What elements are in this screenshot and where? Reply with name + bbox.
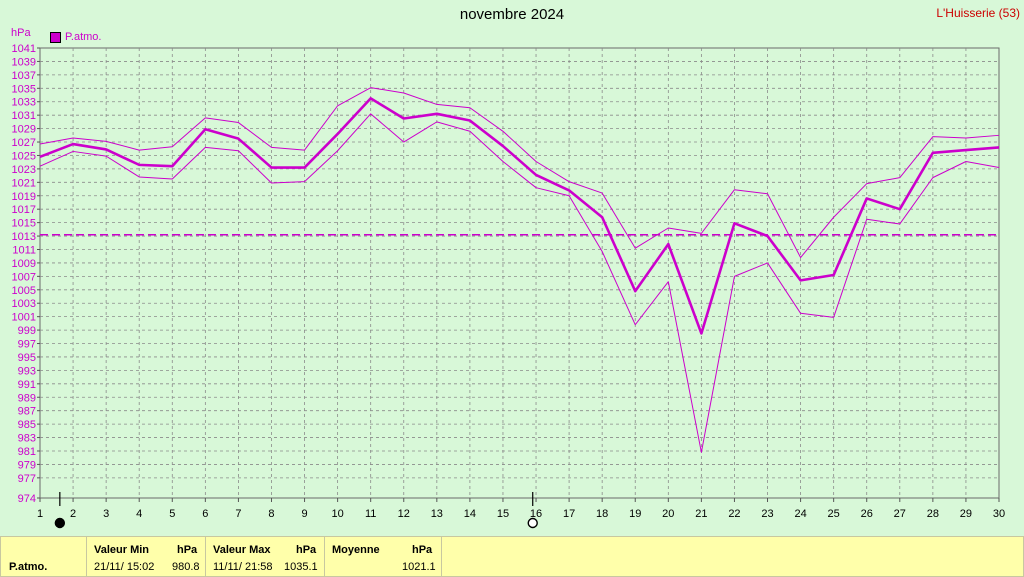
legend-label: P.atmo. xyxy=(65,31,102,43)
x-tick-label: 5 xyxy=(169,508,175,520)
stats-mean-cell: Moyenne hPa 1021.1 xyxy=(325,537,442,576)
series-line-max xyxy=(39,87,1000,259)
stats-series-name: P.atmo. xyxy=(9,561,48,573)
y-tick-label: 983 xyxy=(18,433,36,445)
x-tick-label: 20 xyxy=(662,508,674,520)
x-tick-label: 15 xyxy=(497,508,509,520)
x-tick-label: 26 xyxy=(861,508,873,520)
x-tick-label: 19 xyxy=(629,508,641,520)
y-tick-label: 1015 xyxy=(12,218,36,230)
chart-title: novembre 2024 xyxy=(459,6,565,23)
x-tick-label: 29 xyxy=(960,508,972,520)
x-tick-label: 1 xyxy=(37,508,43,520)
y-tick-label: 1009 xyxy=(12,258,36,270)
x-tick-label: 24 xyxy=(794,508,806,520)
y-tick-label: 1005 xyxy=(12,285,36,297)
x-tick-label: 27 xyxy=(894,508,906,520)
y-tick-label: 1003 xyxy=(12,298,36,310)
stats-min-cell: Valeur Min hPa 21/11/ 15:02 980.8 xyxy=(87,537,206,576)
y-axis-unit: hPa xyxy=(11,27,31,39)
stats-min-value: 980.8 xyxy=(172,561,200,573)
x-tick-label: 14 xyxy=(464,508,476,520)
station-name: L'Huisserie (53) xyxy=(936,6,1020,20)
stats-min-header: Valeur Min xyxy=(94,544,150,556)
x-tick-label: 22 xyxy=(728,508,740,520)
y-tick-label: 985 xyxy=(18,419,36,431)
stats-mean-value: 1021.1 xyxy=(402,561,436,573)
stats-panel: P.atmo. Valeur Min hPa 21/11/ 15:02 980.… xyxy=(0,536,1024,577)
x-tick-label: 4 xyxy=(136,508,142,520)
x-tick-label: 16 xyxy=(530,508,542,520)
stats-max-unit: hPa xyxy=(296,544,317,556)
x-tick-label: 3 xyxy=(103,508,109,520)
x-tick-label: 30 xyxy=(993,508,1005,520)
x-tick-label: 12 xyxy=(398,508,410,520)
stats-max-cell: Valeur Max hPa 11/11/ 21:58 1035.1 xyxy=(206,537,325,576)
y-tick-label: 1011 xyxy=(12,244,36,256)
x-tick-label: 11 xyxy=(365,508,376,520)
y-tick-label: 1007 xyxy=(12,271,36,283)
series-line-mean xyxy=(39,97,1000,335)
y-tick-label: 1027 xyxy=(12,137,36,149)
x-tick-label: 21 xyxy=(695,508,707,520)
stats-series-cell: P.atmo. xyxy=(1,537,87,576)
y-tick-label: 1017 xyxy=(12,204,36,216)
stats-min-date: 21/11/ 15:02 xyxy=(94,561,155,573)
y-tick-label: 1019 xyxy=(12,191,36,203)
x-tick-label: 6 xyxy=(202,508,208,520)
stats-max-date: 11/11/ 21:58 xyxy=(213,561,273,573)
y-tick-label: 1037 xyxy=(12,70,36,82)
series-line-min xyxy=(39,113,1000,453)
y-tick-label: 1001 xyxy=(12,312,36,324)
y-tick-label: 1013 xyxy=(12,231,36,243)
y-tick-label: 999 xyxy=(18,325,36,337)
pressure-chart: 9749779799819839859879899919939959979991… xyxy=(12,43,1005,529)
y-tick-label: 1029 xyxy=(12,124,36,136)
y-tick-label: 974 xyxy=(18,493,36,505)
stats-min-unit: hPa xyxy=(177,544,198,556)
y-tick-label: 1031 xyxy=(12,110,36,122)
x-tick-label: 7 xyxy=(235,508,241,520)
new-moon-icon xyxy=(54,517,66,529)
stats-mean-unit: hPa xyxy=(412,544,433,556)
full-moon-icon xyxy=(527,517,538,529)
x-tick-label: 28 xyxy=(927,508,939,520)
y-tick-label: 981 xyxy=(18,446,36,458)
y-tick-label: 1035 xyxy=(12,83,36,95)
x-tick-label: 13 xyxy=(431,508,443,520)
y-tick-label: 1033 xyxy=(12,97,36,109)
y-tick-label: 991 xyxy=(18,379,36,391)
y-tick-label: 1025 xyxy=(12,150,36,162)
x-tick-label: 23 xyxy=(761,508,773,520)
x-tick-label: 18 xyxy=(596,508,608,520)
y-tick-label: 1021 xyxy=(12,177,36,189)
y-tick-label: 979 xyxy=(18,459,36,471)
x-tick-label: 2 xyxy=(70,508,76,520)
y-tick-label: 989 xyxy=(18,392,36,404)
y-tick-label: 993 xyxy=(18,365,36,377)
x-tick-label: 10 xyxy=(331,508,343,520)
plot-frame xyxy=(39,47,1000,499)
x-tick-label: 25 xyxy=(828,508,840,520)
y-tick-label: 987 xyxy=(18,406,36,418)
y-tick-label: 1039 xyxy=(12,56,36,68)
stats-max-value: 1035.1 xyxy=(284,561,318,573)
legend: P.atmo. xyxy=(50,31,102,43)
x-tick-label: 9 xyxy=(301,508,307,520)
x-tick-label: 17 xyxy=(563,508,575,520)
stats-mean-header: Moyenne xyxy=(332,544,380,556)
x-tick-label: 8 xyxy=(268,508,274,520)
y-tick-label: 977 xyxy=(18,473,36,485)
legend-swatch xyxy=(50,31,61,43)
y-tick-label: 997 xyxy=(18,339,36,351)
stats-max-header: Valeur Max xyxy=(213,544,271,556)
y-tick-label: 995 xyxy=(18,352,36,364)
y-tick-label: 1041 xyxy=(12,43,36,55)
y-tick-label: 1023 xyxy=(12,164,36,176)
